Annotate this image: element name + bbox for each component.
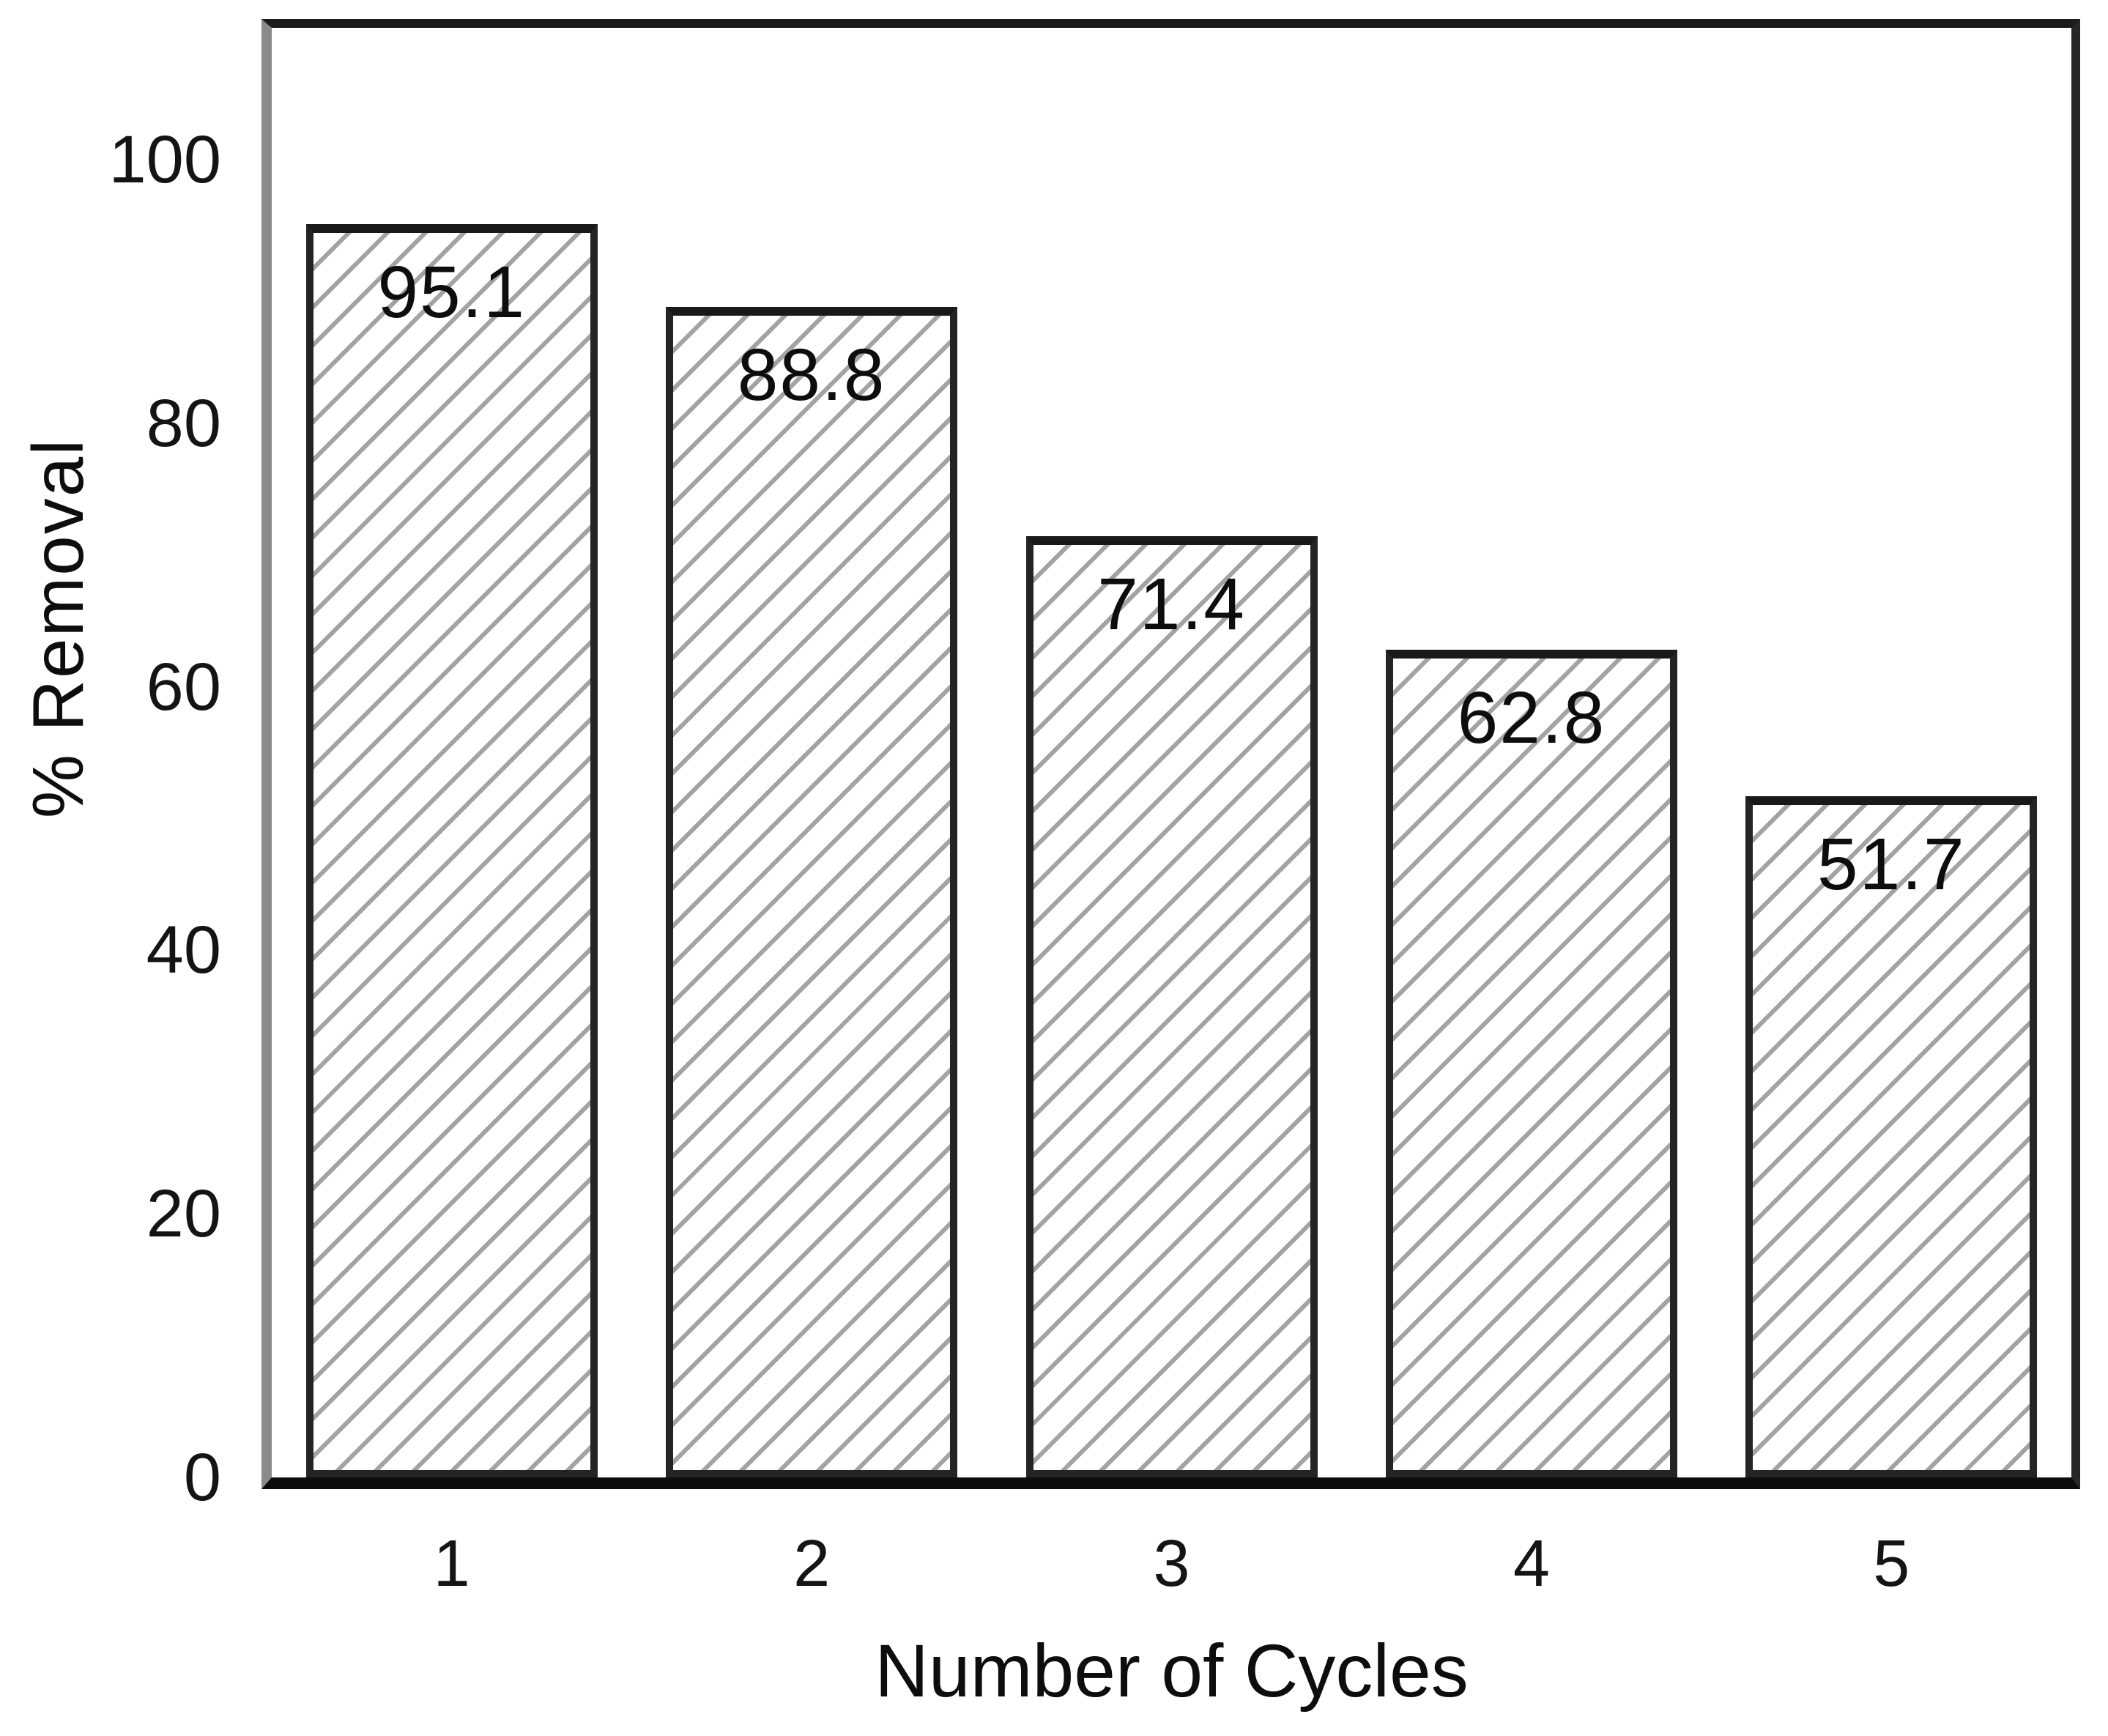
y-tick-label-60: 60 xyxy=(146,649,221,724)
bar-value-label: 62.8 xyxy=(1457,677,1606,760)
y-tick-label-100: 100 xyxy=(108,122,222,197)
bar-value-label: 51.7 xyxy=(1817,823,1966,905)
bar-cycle-2: 88.8 xyxy=(666,307,958,1477)
plot-area: 95.1 88.8 71.4 62.8 51.7 xyxy=(261,19,2080,1489)
bar-slot-cycle-2: 88.8 xyxy=(631,28,991,1477)
x-tick-label-3: 3 xyxy=(1153,1527,1190,1600)
x-tick-label-4: 4 xyxy=(1513,1527,1550,1600)
bar-cycle-1: 95.1 xyxy=(305,224,598,1477)
y-axis-tick-labels: 0 20 40 60 80 100 xyxy=(0,19,222,1515)
y-tick-label-20: 20 xyxy=(146,1176,221,1252)
bar-cycle-3: 71.4 xyxy=(1025,536,1318,1477)
bar-slot-cycle-3: 71.4 xyxy=(992,28,1351,1477)
bar-slot-cycle-4: 62.8 xyxy=(1351,28,1711,1477)
bar-value-label: 71.4 xyxy=(1097,563,1246,646)
x-tick-label-2: 2 xyxy=(793,1527,831,1600)
bar-cycle-5: 51.7 xyxy=(1745,795,2038,1477)
bar-cycle-4: 62.8 xyxy=(1385,650,1677,1477)
bar-value-label: 95.1 xyxy=(377,251,527,334)
bar-slot-cycle-5: 51.7 xyxy=(1712,28,2071,1477)
x-tick-label-5: 5 xyxy=(1873,1527,1910,1600)
y-tick-label-0: 0 xyxy=(183,1440,221,1515)
x-axis-tick-labels: 1 2 3 4 5 xyxy=(272,1527,2071,1600)
bar-slot-cycle-1: 95.1 xyxy=(272,28,631,1477)
x-tick-label-1: 1 xyxy=(433,1527,470,1600)
bar-value-label: 88.8 xyxy=(737,334,886,417)
bars-container: 95.1 88.8 71.4 62.8 51.7 xyxy=(272,28,2071,1477)
y-tick-label-80: 80 xyxy=(146,385,221,461)
x-axis-title: Number of Cycles xyxy=(875,1629,1469,1713)
y-tick-label-40: 40 xyxy=(146,913,221,988)
